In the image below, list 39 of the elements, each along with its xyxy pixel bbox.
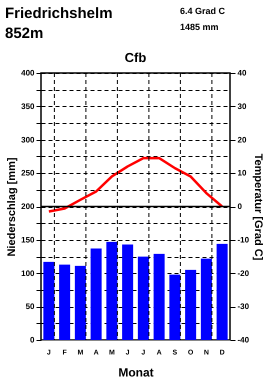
y-tick-label: 100	[21, 268, 36, 278]
y-tick-label: 350	[21, 102, 36, 111]
bar	[106, 242, 118, 340]
bar	[122, 244, 134, 340]
x-axis-title: Monat	[118, 366, 154, 380]
line-series	[48, 156, 224, 213]
y-tick-label: 400	[21, 68, 36, 78]
y-tick-label: 0	[30, 336, 36, 344]
text: 852m	[5, 25, 44, 42]
y-tick-label: 250	[21, 168, 36, 178]
y2-tick-label: 40	[238, 68, 247, 78]
y2-tick-label: -10	[238, 235, 250, 244]
y2-tick-label: 20	[238, 135, 247, 144]
y2-tick-label: 30	[238, 102, 247, 111]
y-tick-label: 50	[26, 302, 36, 312]
text: Friedrichshelm	[5, 5, 113, 22]
bar	[200, 258, 212, 340]
y2-tick-label: 0	[238, 202, 242, 211]
bar	[138, 256, 149, 340]
bar	[185, 270, 196, 340]
text: 6.4 Grad C	[180, 6, 226, 16]
bar	[90, 248, 102, 340]
y-axis-title: Niederschlag [mm]	[6, 157, 18, 257]
bar	[154, 254, 165, 340]
y2-axis-title: Temperatur [Grad C]	[252, 154, 264, 261]
bar	[43, 262, 54, 340]
y-tick-label: 150	[21, 235, 36, 244]
chart-title: Cfb	[124, 50, 146, 65]
y2-tick-label: -30	[238, 302, 250, 312]
y2-tick-label: -20	[238, 268, 250, 278]
bar	[74, 266, 86, 340]
bar	[216, 244, 228, 340]
bar	[59, 264, 70, 340]
y-tick-label: 200	[21, 202, 36, 211]
y2-tick-label: -40	[238, 336, 250, 344]
bar	[169, 274, 180, 340]
y-tick-label: 300	[21, 135, 36, 144]
y2-tick-label: 10	[238, 168, 247, 178]
text: 1485 mm	[180, 22, 219, 32]
